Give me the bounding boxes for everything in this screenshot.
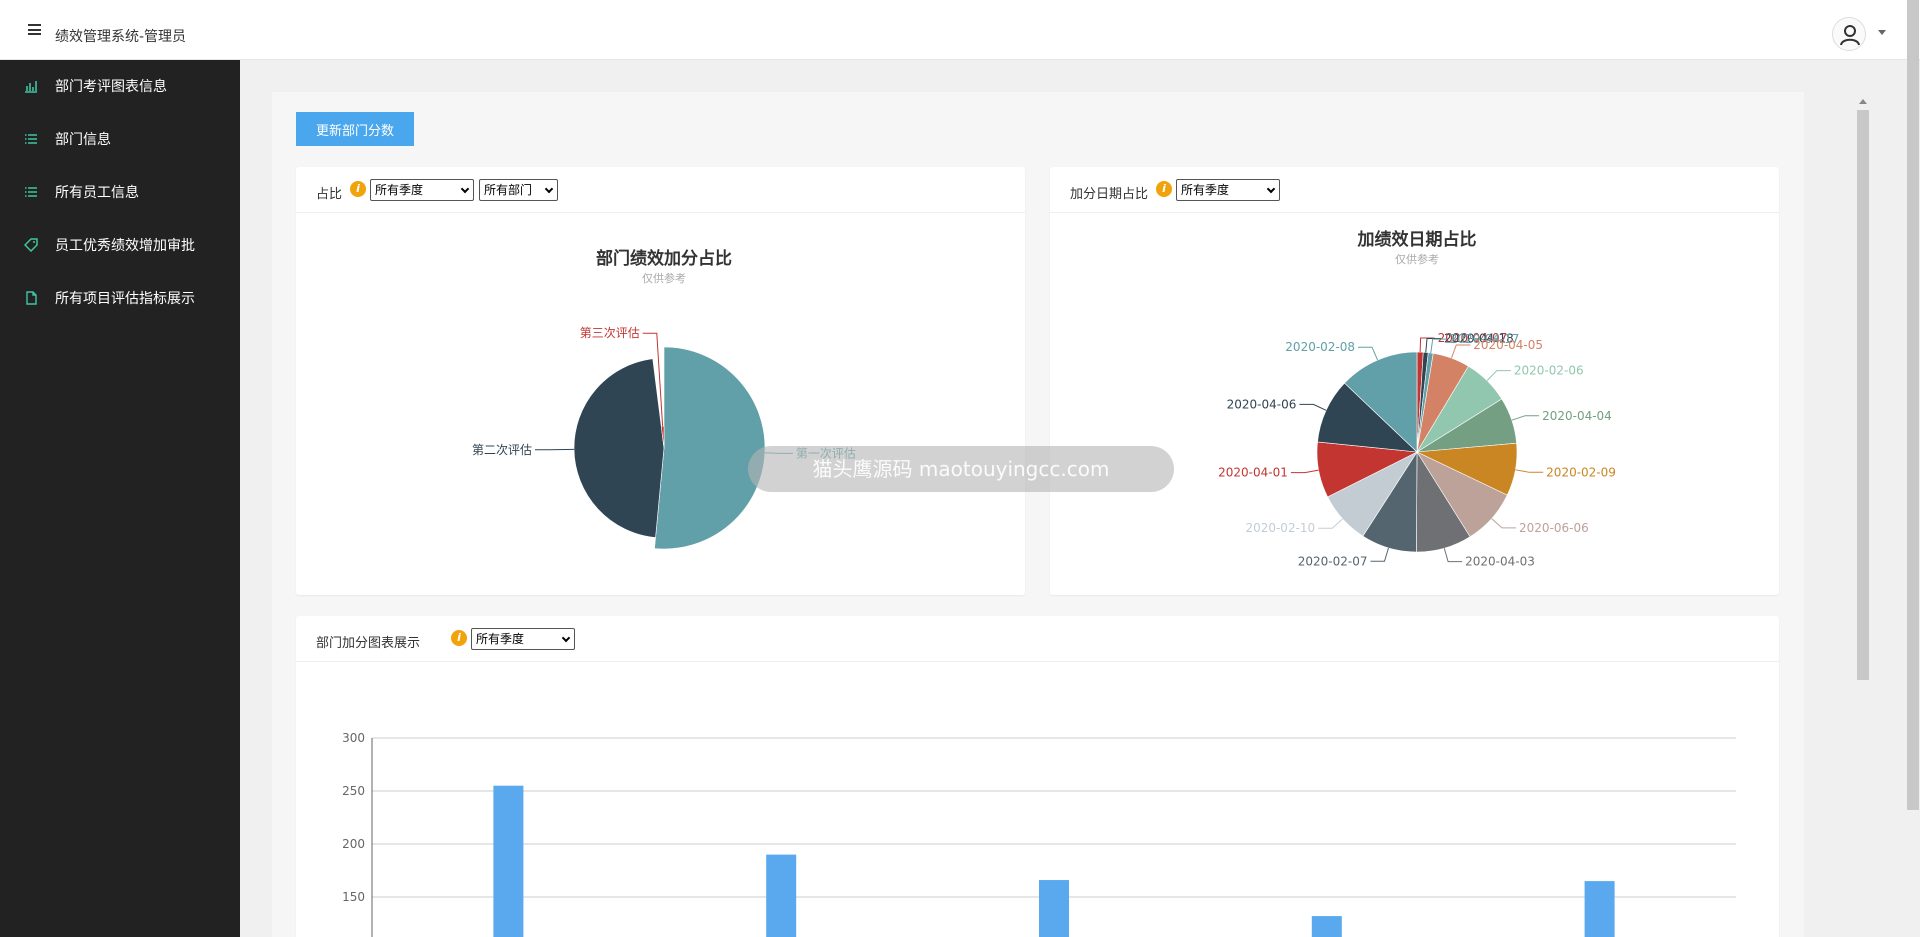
chart-title: 部门绩效加分占比 — [596, 248, 732, 269]
bar[interactable] — [1584, 881, 1615, 937]
label-line — [1318, 518, 1343, 529]
label-line — [1486, 370, 1511, 381]
chart-subtitle: 仅供参考 — [1395, 252, 1439, 266]
slice-label: 2020-04-04 — [1542, 409, 1612, 423]
slice-label: 第三次评估 — [580, 326, 640, 340]
chart-title: 加绩效日期占比 — [1357, 229, 1477, 250]
bar-chart-icon — [25, 81, 37, 93]
main-content: 更新部门分数 占比 i 所有季度 所有部门 部门绩效加分占比 仅供参考 第一次评… — [272, 92, 1804, 937]
y-tick-label: 300 — [342, 731, 365, 745]
card-title: 部门加分图表展示 — [316, 636, 421, 651]
date-score-pie-chart: 加绩效日期占比 仅供参考 2020-04-072020-04-182020-04… — [1218, 229, 1616, 569]
label-line — [1370, 547, 1389, 562]
y-tick-label: 250 — [342, 784, 365, 798]
card-header: 部门加分图表展示 i 所有季度 — [296, 616, 1779, 662]
tag-icon — [24, 238, 38, 252]
label-line — [1430, 338, 1447, 354]
label-line — [1515, 469, 1544, 473]
window-scrollbar[interactable] — [1906, 0, 1920, 937]
dept-score-pie-card: 占比 i 所有季度 所有部门 部门绩效加分占比 仅供参考 第一次评估第二次评估第… — [296, 167, 1025, 595]
season-select[interactable]: 所有季度 — [370, 179, 474, 201]
slice-label: 2020-02-07 — [1298, 554, 1368, 568]
card-title: 占比 — [316, 187, 343, 202]
bar[interactable] — [766, 854, 797, 937]
pie-slice[interactable] — [654, 346, 766, 550]
sidebar-item-dept-charts[interactable]: 部门考评图表信息 — [0, 66, 240, 106]
sidebar-item-label: 部门考评图表信息 — [55, 79, 167, 95]
chart-subtitle: 仅供参考 — [642, 271, 686, 285]
scroll-up-icon[interactable] — [1859, 99, 1867, 104]
update-dept-score-button[interactable]: 更新部门分数 — [296, 112, 414, 146]
list-icon — [25, 134, 37, 144]
label-line — [642, 332, 664, 427]
user-avatar-icon[interactable] — [1832, 17, 1866, 51]
content-scrollbar[interactable] — [1854, 96, 1871, 937]
date-score-pie-card: 加分日期占比 i 所有季度 加绩效日期占比 仅供参考 2020-04-07 202… — [1050, 167, 1779, 595]
card-header: 加分日期占比 i 所有季度 — [1050, 167, 1779, 213]
slice-label: 2020-04-06 — [1227, 397, 1297, 411]
dept-score-pie-chart: 部门绩效加分占比 仅供参考 第一次评估第二次评估第三次评估 — [472, 248, 856, 550]
info-icon[interactable]: i — [451, 630, 467, 646]
slice-label: 2020-04-18 — [1444, 331, 1514, 345]
list-icon — [25, 187, 37, 197]
y-tick-label: 150 — [342, 890, 365, 904]
label-line — [1425, 337, 1442, 353]
file-icon — [26, 291, 37, 305]
app-title: 绩效管理系统-管理员 — [55, 29, 187, 45]
info-icon[interactable]: i — [1156, 181, 1172, 197]
card-header: 占比 i 所有季度 所有部门 — [296, 167, 1025, 213]
slice-label: 2020-04-03 — [1465, 555, 1535, 569]
slice-label: 2020-02-08 — [1285, 340, 1355, 354]
label-line — [1450, 344, 1471, 359]
bar[interactable] — [1039, 880, 1069, 937]
slice-label: 2020-04-01 — [1218, 466, 1288, 480]
label-line — [1491, 518, 1517, 529]
label-line — [1358, 346, 1379, 361]
info-icon[interactable]: i — [350, 181, 366, 197]
sidebar-item-approval[interactable]: 员工优秀绩效增加审批 — [0, 225, 240, 265]
label-line — [1511, 415, 1540, 421]
slice-label: 2020-02-09 — [1546, 465, 1616, 479]
label-line — [1290, 469, 1319, 474]
sidebar-item-label: 所有员工信息 — [55, 185, 139, 201]
pie-slice[interactable] — [1344, 351, 1418, 453]
bar[interactable] — [1311, 916, 1342, 937]
bar[interactable] — [493, 785, 524, 937]
dept-select[interactable]: 所有部门 — [479, 179, 558, 201]
dept-score-bar-card: 部门加分图表展示 i 所有季度 100150200250300 — [296, 616, 1779, 937]
slice-label: 第二次评估 — [472, 443, 532, 457]
dept-score-bar-chart: 100150200250300 — [342, 731, 1736, 937]
sidebar-item-label: 员工优秀绩效增加审批 — [55, 238, 195, 254]
card-title: 加分日期占比 — [1070, 187, 1149, 202]
y-tick-label: 200 — [342, 837, 365, 851]
chevron-down-icon[interactable] — [1878, 30, 1886, 35]
label-line — [1299, 403, 1327, 411]
slice-label: 2020-02-06 — [1514, 364, 1584, 378]
sidebar-item-dept-info[interactable]: 部门信息 — [0, 119, 240, 159]
sidebar-item-project-metrics[interactable]: 所有项目评估指标展示 — [0, 278, 240, 318]
hamburger-icon[interactable] — [28, 24, 41, 35]
scrollbar-thumb[interactable] — [1907, 0, 1919, 810]
season-select[interactable]: 所有季度 — [471, 628, 575, 650]
slice-label: 2020-04-05 — [1473, 338, 1543, 352]
pie-slice[interactable] — [573, 358, 665, 538]
slice-label: 2020-02-10 — [1245, 521, 1315, 535]
label-line — [1443, 548, 1463, 563]
sidebar-item-label: 部门信息 — [55, 132, 111, 148]
season-select[interactable]: 所有季度 — [1176, 179, 1280, 201]
slice-label: 2020-04-17 — [1450, 332, 1520, 346]
watermark: 猫头鹰源码 maotouyingcc.com — [748, 446, 1174, 492]
slice-label: 2020-04-07 — [1438, 331, 1508, 345]
top-bar: 绩效管理系统-管理员 — [0, 0, 1920, 60]
sidebar: 部门考评图表信息 部门信息 所有员工信息 员工优秀绩效增加审批 所有项目评估指标… — [0, 60, 240, 937]
sidebar-item-all-staff[interactable]: 所有员工信息 — [0, 172, 240, 212]
scrollbar-thumb[interactable] — [1857, 110, 1869, 680]
slice-label: 2020-06-06 — [1519, 521, 1589, 535]
sidebar-item-label: 所有项目评估指标展示 — [55, 291, 195, 307]
